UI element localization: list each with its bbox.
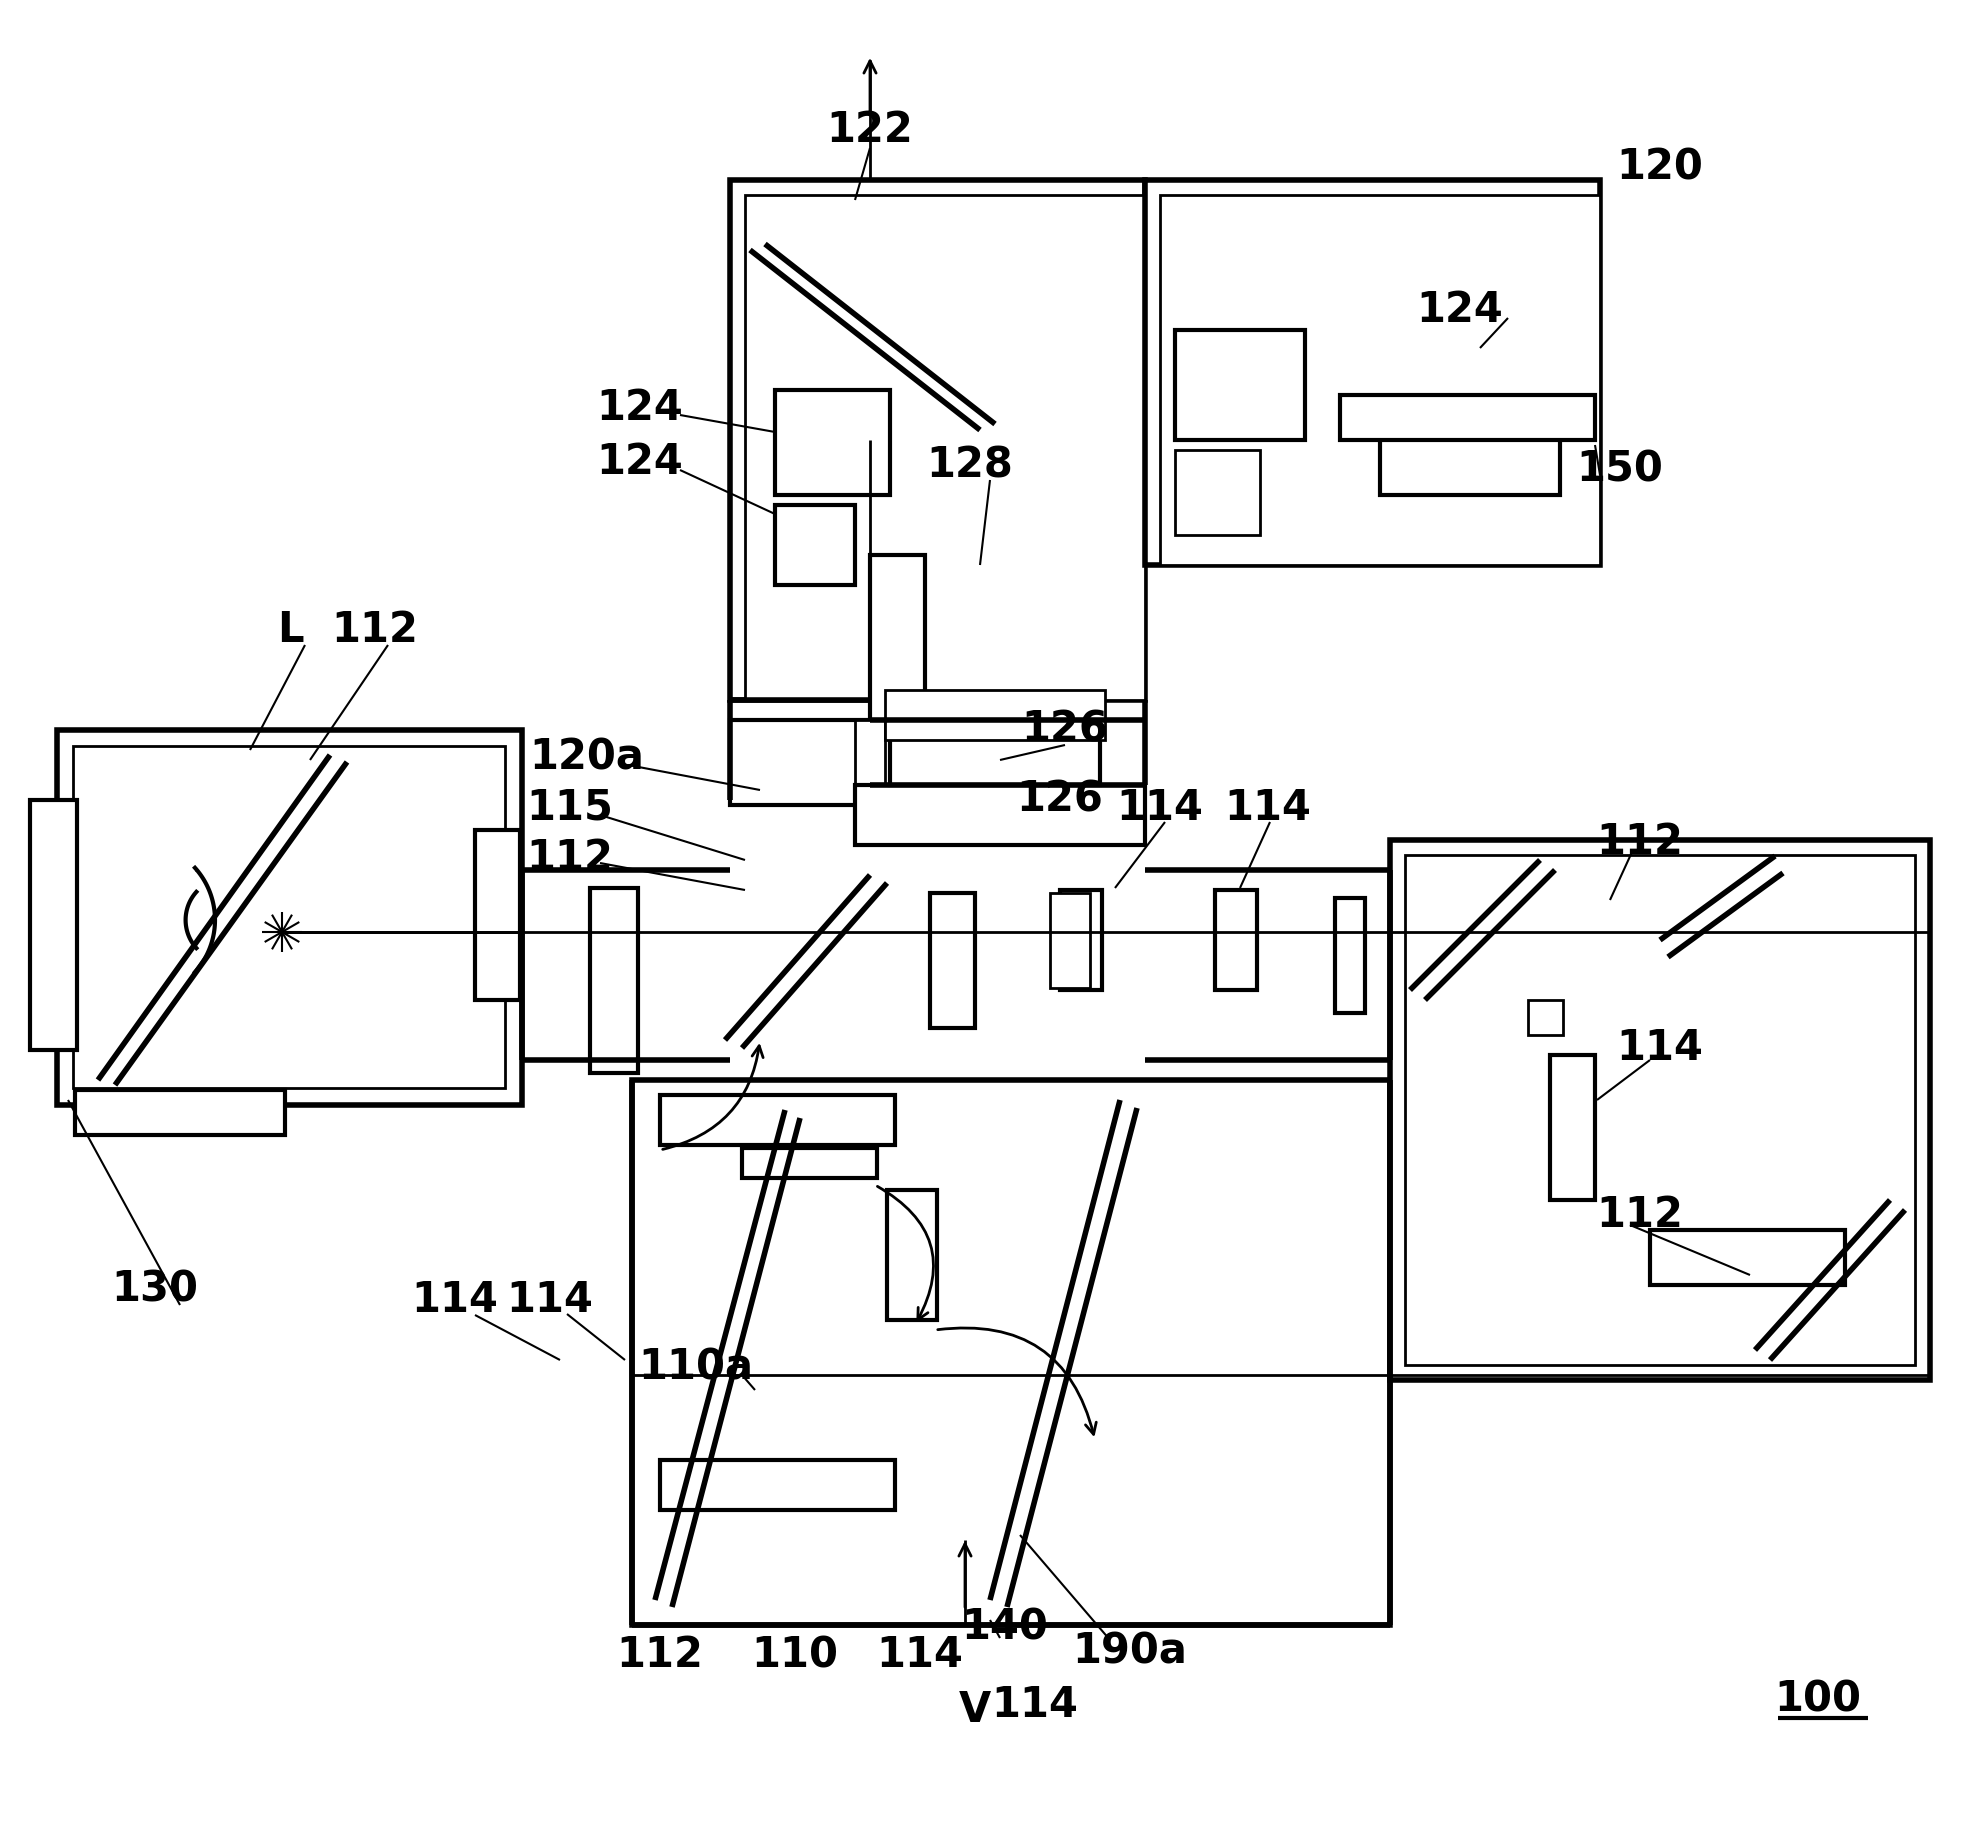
Text: 112: 112 <box>616 1634 704 1676</box>
Bar <box>475 831 520 1000</box>
Text: 124: 124 <box>1417 289 1503 331</box>
Text: 124: 124 <box>596 388 683 428</box>
Text: 100: 100 <box>1774 1678 1862 1720</box>
Text: 128: 128 <box>926 445 1014 485</box>
Bar <box>29 800 77 1049</box>
Text: 114: 114 <box>1116 787 1203 829</box>
Bar <box>632 1081 1389 1625</box>
Bar <box>1340 395 1595 439</box>
Text: 130: 130 <box>112 1268 198 1310</box>
Text: 112: 112 <box>526 836 614 879</box>
Bar <box>730 180 1146 700</box>
Text: 122: 122 <box>826 108 914 151</box>
Bar <box>1379 421 1560 494</box>
Bar <box>1650 1230 1844 1285</box>
Bar <box>869 555 924 724</box>
Text: 115: 115 <box>526 787 614 829</box>
Bar <box>730 720 869 805</box>
Bar <box>1050 893 1091 989</box>
Bar <box>742 1149 877 1178</box>
Bar <box>1160 195 1599 564</box>
Text: 120: 120 <box>1617 147 1703 189</box>
Bar <box>1528 1000 1564 1035</box>
Text: 110a: 110a <box>638 1347 753 1390</box>
Text: 140: 140 <box>961 1606 1048 1649</box>
Bar <box>659 1459 895 1511</box>
Bar <box>1059 890 1103 991</box>
Text: 114: 114 <box>412 1279 498 1322</box>
Bar <box>855 720 885 785</box>
Bar <box>1405 855 1915 1366</box>
Bar <box>1214 890 1258 991</box>
Text: 112: 112 <box>1597 1195 1683 1235</box>
Bar <box>73 746 504 1088</box>
Bar <box>659 1095 895 1145</box>
Text: 112: 112 <box>1597 822 1683 864</box>
Text: 114: 114 <box>506 1279 593 1322</box>
Bar <box>855 785 1146 845</box>
Bar <box>1389 840 1931 1380</box>
Text: 120a: 120a <box>530 737 644 779</box>
Bar <box>930 893 975 1027</box>
Text: 126: 126 <box>1016 779 1103 822</box>
Text: 110: 110 <box>751 1634 838 1676</box>
Bar <box>885 689 1105 741</box>
Bar <box>891 730 1101 785</box>
Text: 114: 114 <box>1617 1027 1703 1070</box>
Bar <box>1175 331 1305 439</box>
Text: 126: 126 <box>1022 709 1109 752</box>
Text: L: L <box>277 608 304 651</box>
Bar <box>775 390 891 494</box>
Text: 114: 114 <box>877 1634 963 1676</box>
Bar <box>591 888 638 1073</box>
Bar <box>57 730 522 1105</box>
Bar <box>1334 899 1366 1013</box>
Bar <box>746 195 1146 700</box>
Text: 114: 114 <box>1224 787 1311 829</box>
Bar <box>1550 1055 1595 1200</box>
Bar <box>1146 180 1599 564</box>
Text: 190a: 190a <box>1073 1630 1187 1673</box>
Bar <box>1175 450 1260 535</box>
Text: V: V <box>959 1689 991 1731</box>
Text: 114: 114 <box>991 1684 1079 1726</box>
Bar <box>75 1090 284 1136</box>
Bar <box>887 1189 938 1320</box>
Bar <box>775 505 855 584</box>
Text: 112: 112 <box>332 608 418 651</box>
Text: 124: 124 <box>596 441 683 483</box>
Text: 150: 150 <box>1577 448 1664 491</box>
